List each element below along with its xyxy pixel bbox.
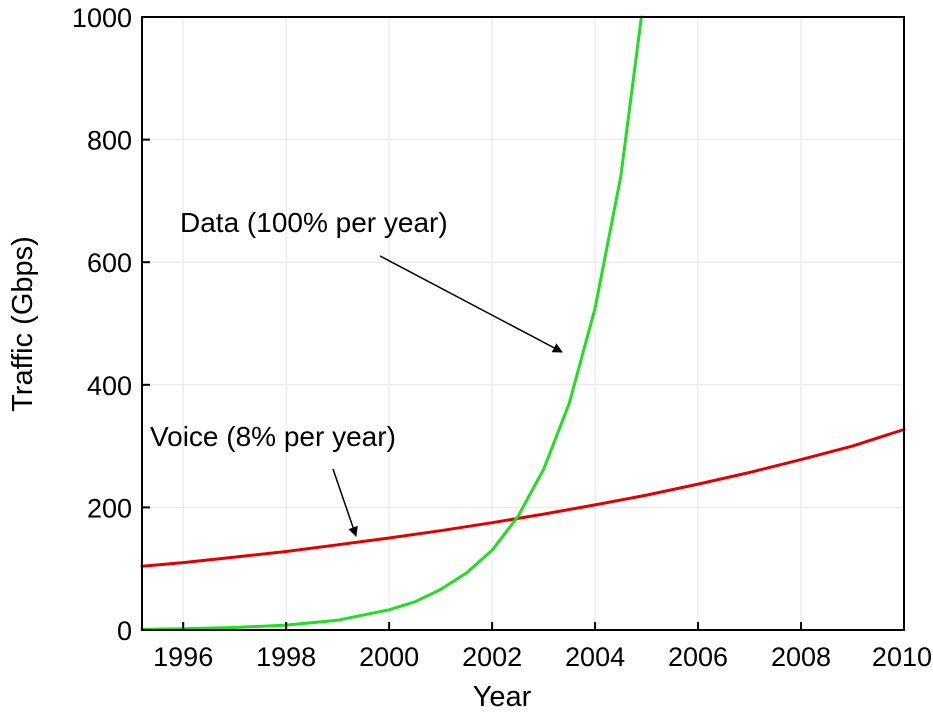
- data-annotation-label: Data (100% per year): [180, 207, 448, 238]
- x-tick-label: 2000: [359, 642, 419, 672]
- y-tick-label: 0: [117, 616, 132, 646]
- y-tick-label: 200: [87, 493, 132, 523]
- x-tick-label: 1996: [153, 642, 213, 672]
- series-layer: [140, 15, 906, 631]
- x-tick-label: 2002: [462, 642, 522, 672]
- y-tick-label: 1000: [72, 3, 132, 33]
- y-tick-label: 400: [87, 371, 132, 401]
- voice-annotation-label: Voice (8% per year): [150, 421, 396, 452]
- data-annotation-arrow: [379, 255, 563, 353]
- x-axis-label: Year: [473, 681, 532, 713]
- y-tick-label: 600: [87, 248, 132, 278]
- x-tick-label: 2010: [872, 642, 932, 672]
- y-tick-label: 800: [87, 126, 132, 156]
- x-tick-label: 1998: [256, 642, 316, 672]
- x-tick-label: 2008: [771, 642, 831, 672]
- x-tick-label: 2004: [565, 642, 625, 672]
- annotation-layer: Data (100% per year) Voice (8% per year): [150, 207, 563, 537]
- tick-layer: 0 200 400 600 800 1000 1996 1998 2000 2002 2004 200…: [72, 3, 932, 672]
- x-tick-label: 2006: [668, 642, 728, 672]
- grid-lines: [142, 16, 905, 631]
- voice-annotation-arrow: [332, 468, 358, 537]
- data-series-line: [140, 15, 643, 631]
- plot-frame: [141, 16, 905, 631]
- y-axis-label: Traffic (Gbps): [7, 236, 39, 412]
